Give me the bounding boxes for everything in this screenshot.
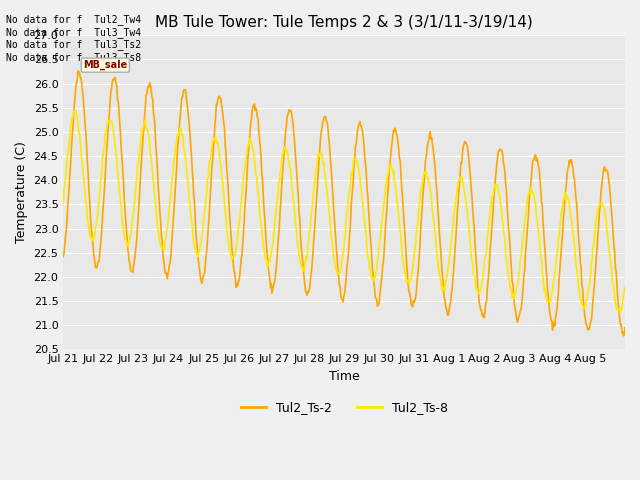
Line: Tul2_Ts-8: Tul2_Ts-8 — [63, 111, 625, 312]
Tul2_Ts-2 — [620, 333, 627, 339]
Tul2_Ts-8 — [435, 263, 442, 268]
Tul2_Ts-2 — [229, 260, 237, 266]
Title: MB Tule Tower: Tule Temps 2 & 3 (3/1/11-3/19/14): MB Tule Tower: Tule Temps 2 & 3 (3/1/11-… — [156, 15, 533, 30]
Text: No data for f  Tul2_Tw4
No data for f  Tul3_Tw4
No data for f  Tul3_Ts2
No data : No data for f Tul2_Tw4 No data for f Tul… — [6, 14, 141, 63]
Tul2_Ts-2 — [278, 174, 286, 180]
Tul2_Ts-2 — [403, 261, 411, 267]
X-axis label: Time: Time — [329, 370, 360, 383]
Text: MB_sale: MB_sale — [83, 60, 127, 70]
Tul2_Ts-2 — [257, 153, 265, 159]
Line: Tul2_Ts-2: Tul2_Ts-2 — [63, 71, 625, 336]
Tul2_Ts-2 — [126, 261, 134, 267]
Tul2_Ts-8 — [403, 279, 411, 285]
Tul2_Ts-8 — [126, 234, 134, 240]
Tul2_Ts-8 — [278, 151, 286, 157]
Tul2_Ts-8 — [70, 108, 78, 114]
Tul2_Ts-8 — [621, 284, 629, 290]
Tul2_Ts-8 — [616, 310, 624, 315]
Tul2_Ts-8 — [229, 253, 237, 259]
Tul2_Ts-8 — [257, 221, 265, 227]
Tul2_Ts-8 — [60, 200, 67, 205]
Tul2_Ts-2 — [60, 254, 67, 260]
Tul2_Ts-2 — [621, 324, 629, 330]
Legend: Tul2_Ts-2, Tul2_Ts-8: Tul2_Ts-2, Tul2_Ts-8 — [236, 396, 452, 420]
Tul2_Ts-2 — [74, 68, 82, 74]
Y-axis label: Temperature (C): Temperature (C) — [15, 142, 28, 243]
Tul2_Ts-2 — [435, 211, 442, 216]
